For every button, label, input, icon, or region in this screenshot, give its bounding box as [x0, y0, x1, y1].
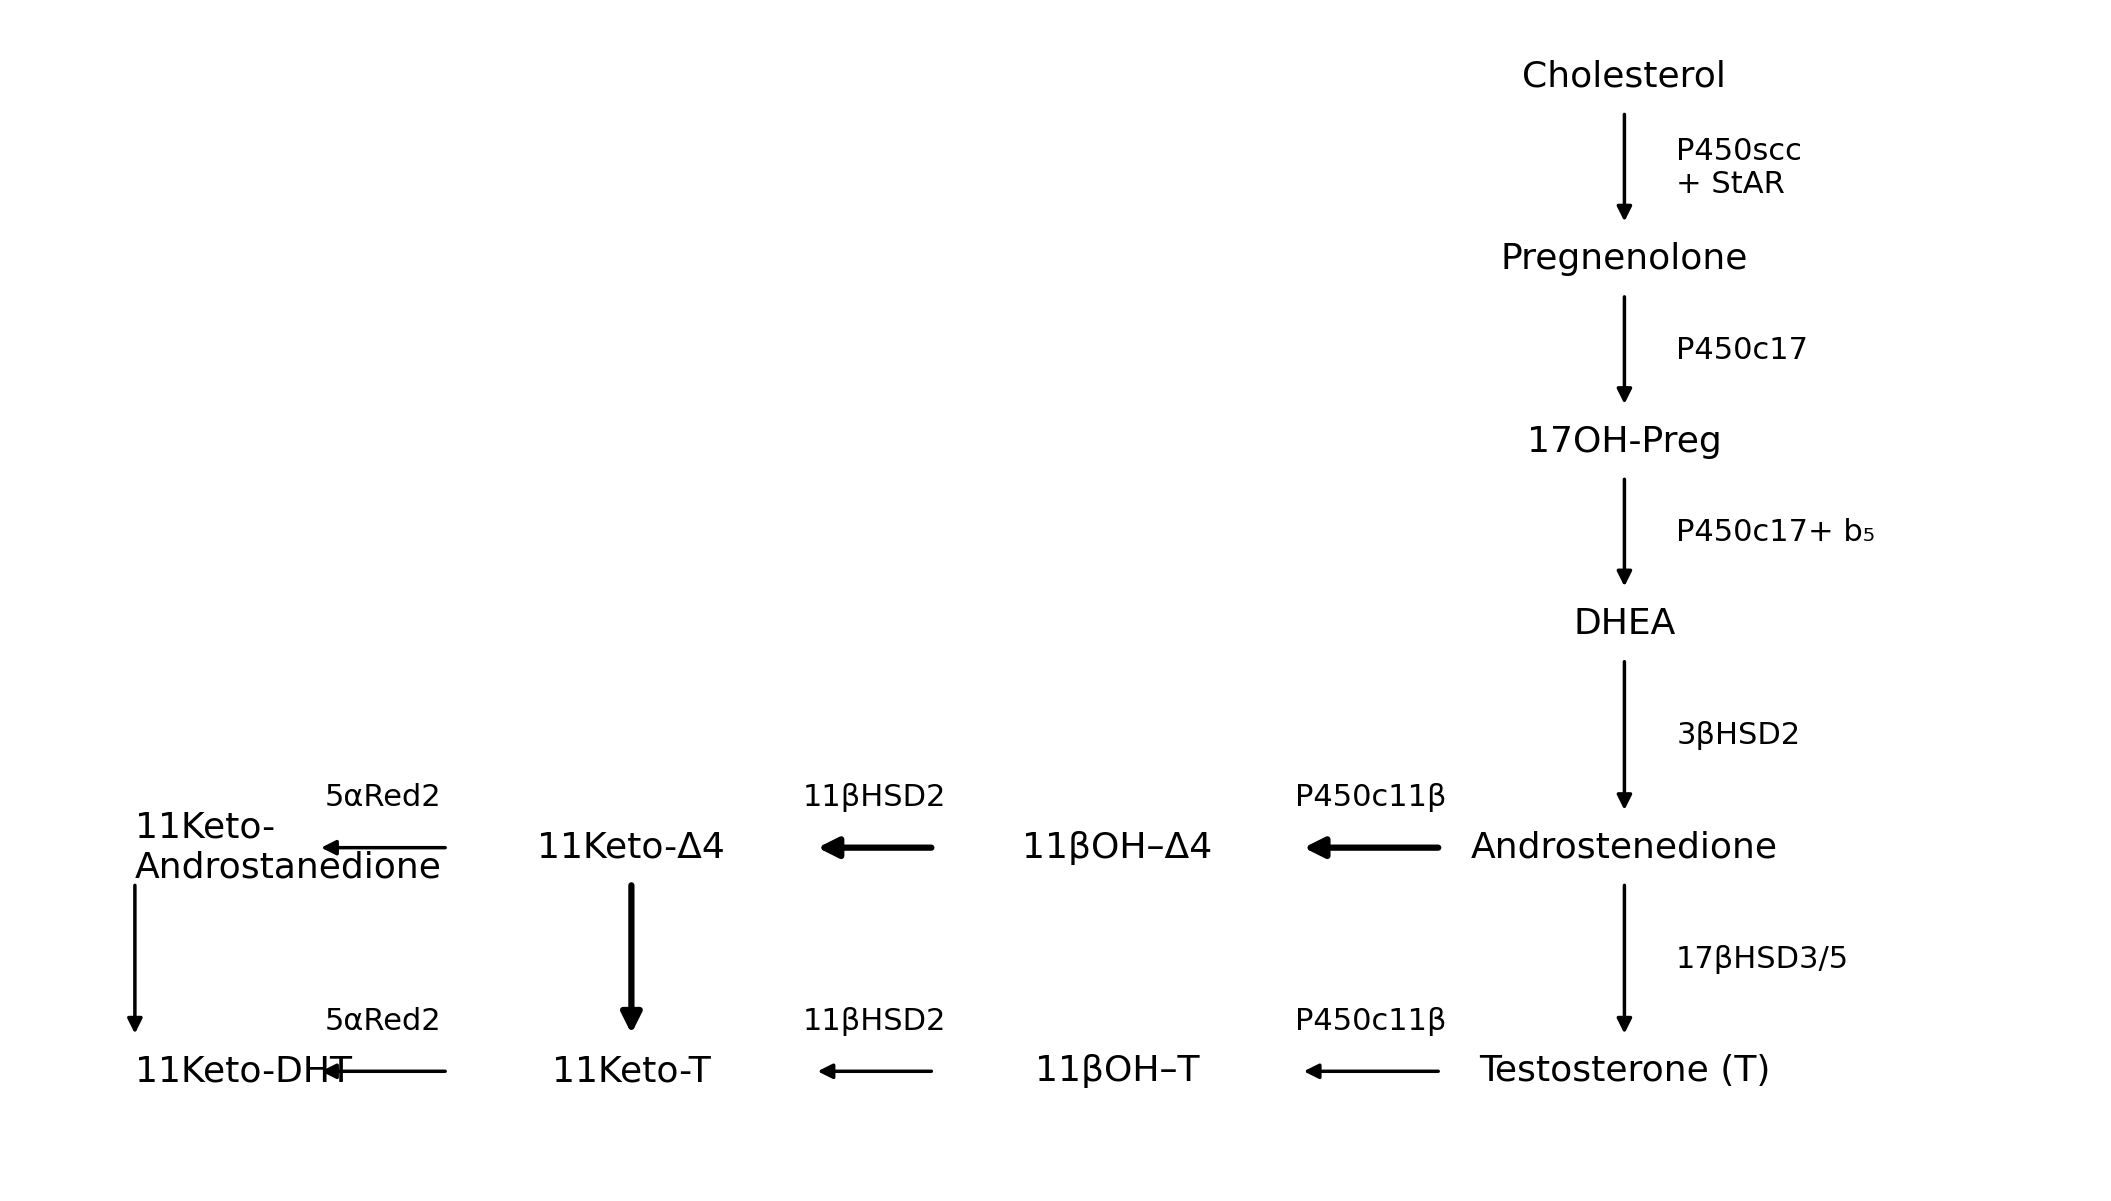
Text: P450c11β: P450c11β — [1296, 783, 1446, 812]
Text: 11βHSD2: 11βHSD2 — [802, 783, 946, 812]
Text: 17βHSD3/5: 17βHSD3/5 — [1676, 945, 1849, 974]
Text: 11βOH–Δ4: 11βOH–Δ4 — [1022, 831, 1212, 865]
Text: 11Keto-DHT: 11Keto-DHT — [135, 1054, 353, 1088]
Text: Androstenedione: Androstenedione — [1471, 831, 1777, 865]
Text: 11βOH–T: 11βOH–T — [1034, 1054, 1199, 1088]
Text: Testosterone (T): Testosterone (T) — [1478, 1054, 1771, 1088]
Text: 17OH-Preg: 17OH-Preg — [1526, 425, 1723, 459]
Text: 3βHSD2: 3βHSD2 — [1676, 722, 1801, 751]
Text: P450c17: P450c17 — [1676, 336, 1809, 365]
Text: P450c11β: P450c11β — [1296, 1006, 1446, 1036]
Text: P450c17+ b₅: P450c17+ b₅ — [1676, 519, 1875, 548]
Text: 5αRed2: 5αRed2 — [325, 1006, 441, 1036]
Text: P450scc
+ StAR: P450scc + StAR — [1676, 137, 1803, 199]
Text: Pregnenolone: Pregnenolone — [1501, 243, 1748, 276]
Text: DHEA: DHEA — [1573, 607, 1676, 641]
Text: 11βHSD2: 11βHSD2 — [802, 1006, 946, 1036]
Text: 11Keto-
Androstanedione: 11Keto- Androstanedione — [135, 811, 441, 884]
Text: 5αRed2: 5αRed2 — [325, 783, 441, 812]
Text: 11Keto-Δ4: 11Keto-Δ4 — [538, 831, 726, 865]
Text: 11Keto-T: 11Keto-T — [551, 1054, 711, 1088]
Text: Cholesterol: Cholesterol — [1522, 60, 1727, 94]
